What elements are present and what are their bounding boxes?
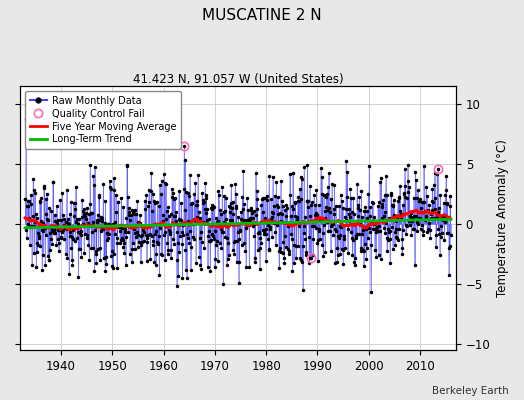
Text: MUSCATINE 2 N: MUSCATINE 2 N — [202, 8, 322, 23]
Legend: Raw Monthly Data, Quality Control Fail, Five Year Moving Average, Long-Term Tren: Raw Monthly Data, Quality Control Fail, … — [25, 91, 181, 149]
Title: 41.423 N, 91.057 W (United States): 41.423 N, 91.057 W (United States) — [133, 73, 343, 86]
Y-axis label: Temperature Anomaly (°C): Temperature Anomaly (°C) — [496, 139, 509, 297]
Text: Berkeley Earth: Berkeley Earth — [432, 386, 508, 396]
